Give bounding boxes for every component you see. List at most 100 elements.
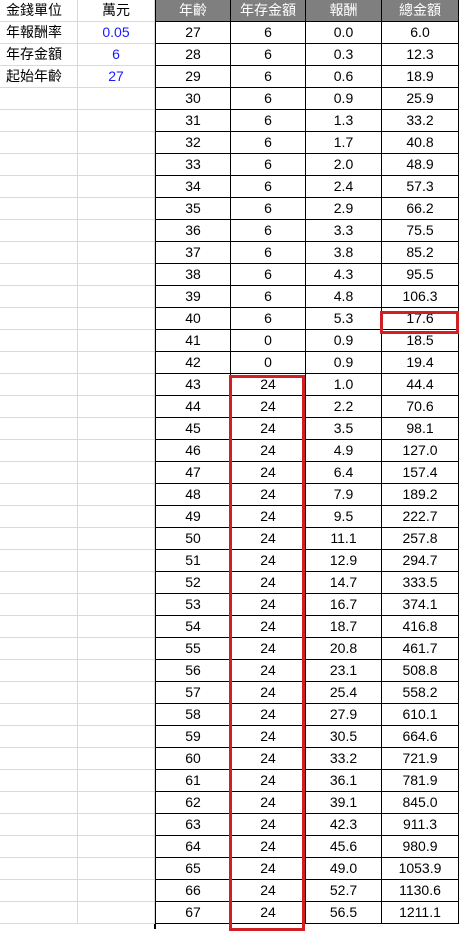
age-cell[interactable]: 53 (156, 594, 231, 616)
empty-cell[interactable] (0, 132, 78, 154)
empty-cell[interactable] (78, 154, 155, 176)
age-cell[interactable]: 39 (156, 286, 231, 308)
total-cell[interactable]: 17.6 (382, 308, 459, 330)
annual-deposit-cell[interactable]: 24 (231, 506, 306, 528)
age-cell[interactable]: 41 (156, 330, 231, 352)
return-cell[interactable]: 5.3 (306, 308, 382, 330)
empty-cell[interactable] (78, 880, 155, 902)
empty-cell[interactable] (0, 726, 78, 748)
empty-cell[interactable] (0, 176, 78, 198)
annual-deposit-cell[interactable]: 6 (231, 286, 306, 308)
empty-cell[interactable] (0, 374, 78, 396)
total-cell[interactable]: 18.5 (382, 330, 459, 352)
total-cell[interactable]: 98.1 (382, 418, 459, 440)
empty-cell[interactable] (0, 440, 78, 462)
annual-deposit-cell[interactable]: 6 (231, 264, 306, 286)
header-total[interactable]: 總金額 (382, 0, 459, 22)
age-cell[interactable]: 67 (156, 902, 231, 924)
age-cell[interactable]: 36 (156, 220, 231, 242)
total-cell[interactable]: 1053.9 (382, 858, 459, 880)
empty-cell[interactable] (78, 528, 155, 550)
empty-cell[interactable] (0, 770, 78, 792)
age-cell[interactable]: 40 (156, 308, 231, 330)
return-cell[interactable]: 3.3 (306, 220, 382, 242)
age-cell[interactable]: 62 (156, 792, 231, 814)
empty-cell[interactable] (0, 220, 78, 242)
return-cell[interactable]: 6.4 (306, 462, 382, 484)
age-cell[interactable]: 54 (156, 616, 231, 638)
total-cell[interactable]: 75.5 (382, 220, 459, 242)
age-cell[interactable]: 64 (156, 836, 231, 858)
age-cell[interactable]: 45 (156, 418, 231, 440)
total-cell[interactable]: 6.0 (382, 22, 459, 44)
age-cell[interactable]: 38 (156, 264, 231, 286)
empty-cell[interactable] (0, 682, 78, 704)
empty-cell[interactable] (78, 198, 155, 220)
empty-cell[interactable] (78, 814, 155, 836)
empty-cell[interactable] (78, 682, 155, 704)
empty-cell[interactable] (0, 242, 78, 264)
age-cell[interactable]: 47 (156, 462, 231, 484)
return-cell[interactable]: 42.3 (306, 814, 382, 836)
header-annual-deposit[interactable]: 年存金額 (231, 0, 306, 22)
return-cell[interactable]: 9.5 (306, 506, 382, 528)
empty-cell[interactable] (78, 902, 155, 924)
annual-deposit-cell[interactable]: 6 (231, 44, 306, 66)
total-cell[interactable]: 66.2 (382, 198, 459, 220)
empty-cell[interactable] (78, 220, 155, 242)
empty-cell[interactable] (78, 638, 155, 660)
annual-deposit-cell[interactable]: 24 (231, 594, 306, 616)
age-cell[interactable]: 31 (156, 110, 231, 132)
total-cell[interactable]: 1211.1 (382, 902, 459, 924)
empty-cell[interactable] (0, 814, 78, 836)
total-cell[interactable]: 333.5 (382, 572, 459, 594)
return-cell[interactable]: 1.0 (306, 374, 382, 396)
annual-deposit-cell[interactable]: 24 (231, 396, 306, 418)
age-cell[interactable]: 44 (156, 396, 231, 418)
return-cell[interactable]: 16.7 (306, 594, 382, 616)
total-cell[interactable]: 416.8 (382, 616, 459, 638)
annual-deposit-cell[interactable]: 24 (231, 814, 306, 836)
total-cell[interactable]: 980.9 (382, 836, 459, 858)
total-cell[interactable]: 610.1 (382, 704, 459, 726)
total-cell[interactable]: 222.7 (382, 506, 459, 528)
empty-cell[interactable] (0, 352, 78, 374)
annual-deposit-cell[interactable]: 24 (231, 528, 306, 550)
return-cell[interactable]: 49.0 (306, 858, 382, 880)
return-cell[interactable]: 3.5 (306, 418, 382, 440)
param-label[interactable]: 年報酬率 (0, 22, 78, 44)
empty-cell[interactable] (0, 704, 78, 726)
age-cell[interactable]: 61 (156, 770, 231, 792)
empty-cell[interactable] (0, 836, 78, 858)
total-cell[interactable]: 781.9 (382, 770, 459, 792)
return-cell[interactable]: 0.9 (306, 352, 382, 374)
total-cell[interactable]: 461.7 (382, 638, 459, 660)
empty-cell[interactable] (78, 726, 155, 748)
return-cell[interactable]: 14.7 (306, 572, 382, 594)
return-cell[interactable]: 56.5 (306, 902, 382, 924)
annual-deposit-cell[interactable]: 24 (231, 484, 306, 506)
total-cell[interactable]: 18.9 (382, 66, 459, 88)
return-cell[interactable]: 39.1 (306, 792, 382, 814)
empty-cell[interactable] (78, 616, 155, 638)
empty-cell[interactable] (0, 462, 78, 484)
empty-cell[interactable] (78, 572, 155, 594)
age-cell[interactable]: 43 (156, 374, 231, 396)
total-cell[interactable]: 721.9 (382, 748, 459, 770)
age-cell[interactable]: 27 (156, 22, 231, 44)
annual-deposit-cell[interactable]: 24 (231, 836, 306, 858)
empty-cell[interactable] (78, 506, 155, 528)
age-cell[interactable]: 49 (156, 506, 231, 528)
return-cell[interactable]: 2.9 (306, 198, 382, 220)
total-cell[interactable]: 911.3 (382, 814, 459, 836)
empty-cell[interactable] (0, 748, 78, 770)
annual-deposit-cell[interactable]: 6 (231, 132, 306, 154)
annual-deposit-cell[interactable]: 24 (231, 902, 306, 924)
annual-deposit-cell[interactable]: 6 (231, 242, 306, 264)
age-cell[interactable]: 56 (156, 660, 231, 682)
return-cell[interactable]: 1.3 (306, 110, 382, 132)
return-cell[interactable]: 0.9 (306, 88, 382, 110)
age-cell[interactable]: 48 (156, 484, 231, 506)
total-cell[interactable]: 106.3 (382, 286, 459, 308)
annual-deposit-cell[interactable]: 24 (231, 572, 306, 594)
